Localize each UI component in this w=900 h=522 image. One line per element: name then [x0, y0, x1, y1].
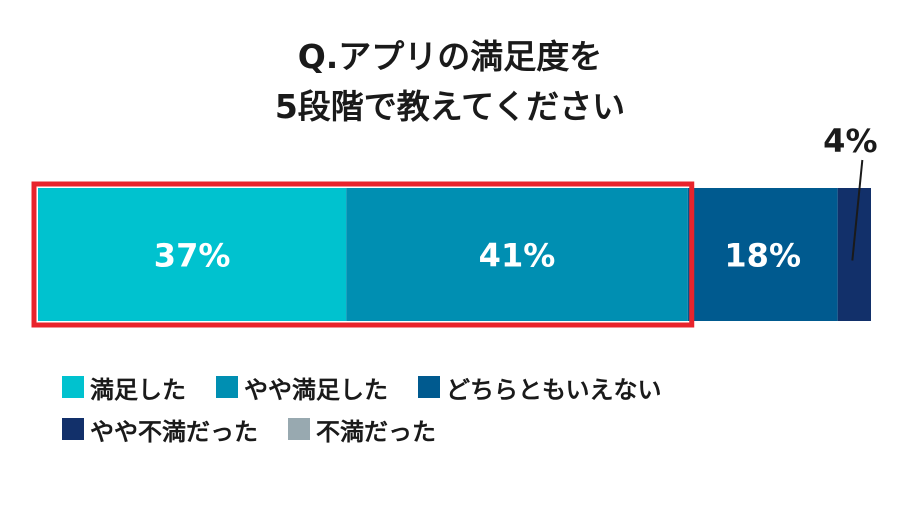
- legend-item-dissatisfied: 不満だった: [288, 412, 436, 447]
- data-label-somewhat-satisfied: 41%: [479, 237, 556, 275]
- legend-label: 満足した: [90, 375, 186, 404]
- chart-title: Q.アプリの満足度を 5段階で教えてください: [0, 32, 900, 132]
- legend-label: 不満だった: [316, 417, 436, 446]
- legend-item-somewhat-dissatisfied: やや不満だった: [62, 412, 258, 447]
- legend: 満足した やや満足した どちらともいえない やや不満だった 不満だった: [62, 366, 882, 450]
- legend-row: 満足した やや満足した どちらともいえない: [62, 366, 882, 408]
- highlight-box: [31, 181, 695, 328]
- bar-segment-satisfied: [38, 188, 347, 321]
- legend-item-neutral: どちらともいえない: [418, 370, 662, 405]
- stacked-bar-chart: 37% 41% 18% 4%: [31, 122, 878, 328]
- legend-row: やや不満だった 不満だった: [62, 408, 882, 450]
- legend-swatch: [418, 376, 440, 398]
- legend-item-satisfied: 満足した: [62, 370, 186, 405]
- legend-swatch: [216, 376, 238, 398]
- leader-line-somewhat-dissatisfied: [851, 159, 864, 261]
- bar-segment-somewhat-dissatisfied: [837, 188, 871, 321]
- data-label-satisfied: 37%: [154, 237, 231, 275]
- bar-segment-somewhat-satisfied: [346, 188, 688, 321]
- legend-item-somewhat-satisfied: やや満足した: [216, 370, 388, 405]
- legend-swatch: [62, 376, 84, 398]
- data-label-neutral: 18%: [724, 237, 801, 275]
- legend-label: どちらともいえない: [446, 375, 662, 404]
- data-label-somewhat-dissatisfied: 4%: [823, 122, 877, 160]
- legend-label: やや不満だった: [90, 417, 258, 446]
- chart-title-line-2: 5段階で教えてください: [274, 87, 626, 126]
- legend-swatch: [288, 418, 310, 440]
- legend-label: やや満足した: [244, 375, 388, 404]
- legend-swatch: [62, 418, 84, 440]
- chart-title-line-1: Q.アプリの満足度を: [297, 37, 603, 76]
- bar-segment-neutral: [687, 188, 838, 321]
